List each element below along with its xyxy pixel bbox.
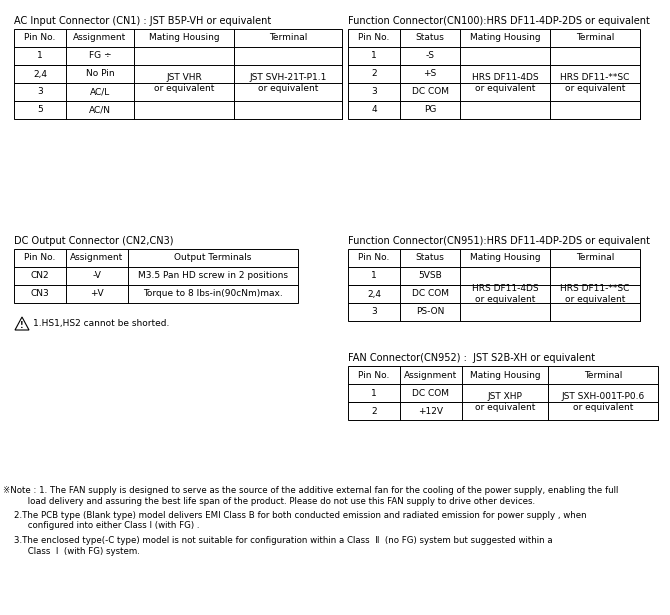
Text: 1: 1 xyxy=(371,271,377,280)
Bar xyxy=(348,29,640,119)
Text: 3: 3 xyxy=(371,87,377,97)
Text: Pin No.: Pin No. xyxy=(358,370,390,379)
Bar xyxy=(460,47,640,119)
Text: AC Input Connector (CN1) : JST B5P-VH or equivalent: AC Input Connector (CN1) : JST B5P-VH or… xyxy=(14,16,271,26)
Text: -V: -V xyxy=(92,271,101,280)
Text: 4: 4 xyxy=(371,106,377,114)
Text: CN3: CN3 xyxy=(31,290,50,298)
Text: HRS DF11-4DS
or equivalent: HRS DF11-4DS or equivalent xyxy=(472,73,538,93)
Text: Assignment: Assignment xyxy=(70,253,124,263)
Text: Terminal: Terminal xyxy=(584,370,622,379)
Text: 3.The enclosed type(-C type) model is not suitable for configuration within a Cl: 3.The enclosed type(-C type) model is no… xyxy=(3,536,553,545)
Bar xyxy=(14,29,342,119)
Text: ※Note : 1. The FAN supply is designed to serve as the source of the additive ext: ※Note : 1. The FAN supply is designed to… xyxy=(3,486,618,495)
Text: +S: +S xyxy=(423,69,437,79)
Bar xyxy=(14,249,298,303)
Text: DC Output Connector (CN2,CN3): DC Output Connector (CN2,CN3) xyxy=(14,236,174,246)
Text: PS-ON: PS-ON xyxy=(416,308,444,317)
Text: Output Terminals: Output Terminals xyxy=(174,253,252,263)
Text: HRS DF11-**SC
or equivalent: HRS DF11-**SC or equivalent xyxy=(560,73,630,93)
Text: Status: Status xyxy=(415,33,444,42)
Text: Pin No.: Pin No. xyxy=(358,253,390,263)
Text: Terminal: Terminal xyxy=(576,33,614,42)
Text: Mating Housing: Mating Housing xyxy=(470,253,540,263)
Text: PG: PG xyxy=(424,106,436,114)
Text: 1: 1 xyxy=(37,52,43,60)
Text: DC COM: DC COM xyxy=(413,389,450,397)
Text: 2,4: 2,4 xyxy=(33,69,47,79)
Text: Function Connector(CN951):HRS DF11-4DP-2DS or equivalent: Function Connector(CN951):HRS DF11-4DP-2… xyxy=(348,236,650,246)
Text: 3: 3 xyxy=(37,87,43,97)
Text: 3: 3 xyxy=(371,308,377,317)
Bar xyxy=(134,47,342,119)
Text: JST SXH-001T-P0.6
or equivalent: JST SXH-001T-P0.6 or equivalent xyxy=(561,392,645,411)
Text: FG ÷: FG ÷ xyxy=(88,52,111,60)
Text: configured into either Class Ⅰ (with FG) .: configured into either Class Ⅰ (with FG)… xyxy=(3,522,200,531)
Text: FAN Connector(CN952) :  JST S2B-XH or equivalent: FAN Connector(CN952) : JST S2B-XH or equ… xyxy=(348,353,595,363)
Text: 1.HS1,HS2 cannot be shorted.: 1.HS1,HS2 cannot be shorted. xyxy=(33,319,170,328)
Text: DC COM: DC COM xyxy=(411,290,448,298)
Text: 2: 2 xyxy=(371,69,377,79)
Bar xyxy=(348,366,658,420)
Text: +12V: +12V xyxy=(419,407,444,416)
Bar xyxy=(462,384,658,420)
Text: Mating Housing: Mating Housing xyxy=(470,370,540,379)
Text: CN2: CN2 xyxy=(31,271,50,280)
Bar xyxy=(348,249,640,321)
Text: Function Connector(CN100):HRS DF11-4DP-2DS or equivalent: Function Connector(CN100):HRS DF11-4DP-2… xyxy=(348,16,650,26)
Text: !: ! xyxy=(20,320,24,330)
Text: load delivery and assuring the best life span of the product. Please do not use : load delivery and assuring the best life… xyxy=(3,496,535,506)
Text: Pin No.: Pin No. xyxy=(358,33,390,42)
Text: 2,4: 2,4 xyxy=(367,290,381,298)
Text: 5: 5 xyxy=(37,106,43,114)
Text: HRS DF11-**SC
or equivalent: HRS DF11-**SC or equivalent xyxy=(560,284,630,304)
Text: 2.The PCB type (Blank type) model delivers EMI Class B for both conducted emissi: 2.The PCB type (Blank type) model delive… xyxy=(3,511,587,520)
Text: JST VHR
or equivalent: JST VHR or equivalent xyxy=(154,73,214,93)
Text: +V: +V xyxy=(90,290,104,298)
Bar xyxy=(460,267,640,321)
Text: 2: 2 xyxy=(371,407,377,416)
Text: Terminal: Terminal xyxy=(269,33,307,42)
Text: Status: Status xyxy=(415,253,444,263)
Text: Mating Housing: Mating Housing xyxy=(149,33,219,42)
Text: Mating Housing: Mating Housing xyxy=(470,33,540,42)
Text: Pin No.: Pin No. xyxy=(24,253,56,263)
Text: Assignment: Assignment xyxy=(405,370,458,379)
Text: 1: 1 xyxy=(371,52,377,60)
Text: Terminal: Terminal xyxy=(576,253,614,263)
Text: Class  Ⅰ  (with FG) system.: Class Ⅰ (with FG) system. xyxy=(3,547,140,555)
Text: 1: 1 xyxy=(371,389,377,397)
Text: DC COM: DC COM xyxy=(411,87,448,97)
Text: No Pin: No Pin xyxy=(86,69,115,79)
Text: Assignment: Assignment xyxy=(74,33,127,42)
Text: -S: -S xyxy=(425,52,435,60)
Text: Torque to 8 lbs-in(90cNm)max.: Torque to 8 lbs-in(90cNm)max. xyxy=(143,290,283,298)
Text: AC/L: AC/L xyxy=(90,87,110,97)
Text: M3.5 Pan HD screw in 2 positions: M3.5 Pan HD screw in 2 positions xyxy=(138,271,288,280)
Text: 5VSB: 5VSB xyxy=(418,271,442,280)
Text: AC/N: AC/N xyxy=(89,106,111,114)
Text: Pin No.: Pin No. xyxy=(24,33,56,42)
Text: JST XHP
or equivalent: JST XHP or equivalent xyxy=(475,392,535,411)
Text: HRS DF11-4DS
or equivalent: HRS DF11-4DS or equivalent xyxy=(472,284,538,304)
Text: JST SVH-21T-P1.1
or equivalent: JST SVH-21T-P1.1 or equivalent xyxy=(249,73,327,93)
